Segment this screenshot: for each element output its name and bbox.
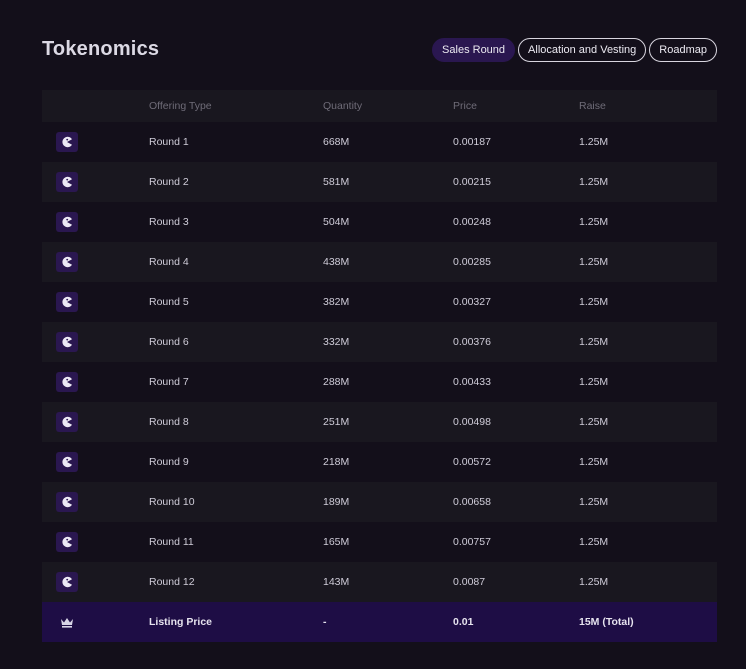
row-raise: 1.25M — [579, 336, 609, 348]
row-quantity: 189M — [323, 496, 350, 508]
row-offering-type: Round 10 — [149, 496, 195, 508]
row-offering-type: Round 1 — [149, 136, 189, 148]
table-row: Round 10 189M 0.00658 1.25M — [42, 482, 717, 522]
row-raise: 1.25M — [579, 536, 609, 548]
row-quantity: 504M — [323, 216, 350, 228]
pie-chart-icon — [56, 212, 78, 232]
table-row: Round 3 504M 0.00248 1.25M — [42, 202, 717, 242]
row-raise: 1.25M — [579, 216, 609, 228]
table-body: Round 1 668M 0.00187 1.25M Round 2 581M 0.0021… — [42, 122, 717, 602]
row-raise: 1.25M — [579, 416, 609, 428]
pie-chart-icon — [56, 492, 78, 512]
section-tabs: Sales Round Allocation and Vesting Roadm… — [432, 38, 717, 62]
header-quantity: Quantity — [323, 100, 363, 112]
row-quantity: 332M — [323, 336, 350, 348]
row-price: 0.00572 — [453, 456, 491, 468]
table-row: Round 11 165M 0.00757 1.25M — [42, 522, 717, 562]
header-price: Price — [453, 100, 477, 112]
row-quantity: 165M — [323, 536, 350, 548]
row-price: 0.00658 — [453, 496, 491, 508]
table-row: Round 8 251M 0.00498 1.25M — [42, 402, 717, 442]
table-row: Round 5 382M 0.00327 1.25M — [42, 282, 717, 322]
row-raise: 1.25M — [579, 296, 609, 308]
row-offering-type: Round 9 — [149, 456, 189, 468]
pie-chart-icon — [56, 452, 78, 472]
row-price: 0.0087 — [453, 576, 486, 588]
pie-chart-icon — [56, 532, 78, 552]
total-type: Listing Price — [149, 616, 213, 628]
pie-chart-icon — [56, 412, 78, 432]
row-offering-type: Round 6 — [149, 336, 189, 348]
listing-price-row: Listing Price - 0.01 15M (Total) — [42, 602, 717, 642]
table-row: Round 7 288M 0.00433 1.25M — [42, 362, 717, 402]
row-offering-type: Round 3 — [149, 216, 189, 228]
row-price: 0.00327 — [453, 296, 491, 308]
row-price: 0.00376 — [453, 336, 491, 348]
total-price: 0.01 — [453, 616, 474, 628]
row-offering-type: Round 5 — [149, 296, 189, 308]
pie-chart-icon — [56, 572, 78, 592]
header-offering-type: Offering Type — [149, 100, 212, 112]
page-title: Tokenomics — [42, 38, 160, 60]
row-price: 0.00187 — [453, 136, 491, 148]
row-offering-type: Round 11 — [149, 536, 194, 548]
pie-chart-icon — [56, 372, 78, 392]
row-price: 0.00498 — [453, 416, 491, 428]
row-quantity: 288M — [323, 376, 350, 388]
header-raise: Raise — [579, 100, 606, 112]
row-price: 0.00248 — [453, 216, 491, 228]
pie-chart-icon — [56, 292, 78, 312]
total-quantity: - — [323, 616, 327, 628]
row-price: 0.00285 — [453, 256, 491, 268]
row-raise: 1.25M — [579, 256, 609, 268]
tab-roadmap[interactable]: Roadmap — [649, 38, 717, 62]
pie-chart-icon — [56, 132, 78, 152]
row-offering-type: Round 12 — [149, 576, 195, 588]
table-row: Round 1 668M 0.00187 1.25M — [42, 122, 717, 162]
row-quantity: 668M — [323, 136, 350, 148]
table-header-row: Offering Type Quantity Price Raise — [42, 90, 717, 122]
row-quantity: 438M — [323, 256, 350, 268]
table-row: Round 4 438M 0.00285 1.25M — [42, 242, 717, 282]
row-quantity: 251M — [323, 416, 350, 428]
row-quantity: 143M — [323, 576, 350, 588]
row-raise: 1.25M — [579, 176, 609, 188]
row-quantity: 218M — [323, 456, 350, 468]
tab-sales-round[interactable]: Sales Round — [432, 38, 516, 62]
row-price: 0.00757 — [453, 536, 491, 548]
row-quantity: 581M — [323, 176, 350, 188]
pie-chart-icon — [56, 172, 78, 192]
row-price: 0.00215 — [453, 176, 491, 188]
pie-chart-icon — [56, 332, 78, 352]
row-price: 0.00433 — [453, 376, 491, 388]
row-raise: 1.25M — [579, 376, 609, 388]
total-raise: 15M (Total) — [579, 616, 634, 628]
row-raise: 1.25M — [579, 576, 609, 588]
row-raise: 1.25M — [579, 136, 609, 148]
row-raise: 1.25M — [579, 496, 609, 508]
row-offering-type: Round 2 — [149, 176, 189, 188]
row-offering-type: Round 8 — [149, 416, 189, 428]
crown-icon — [59, 615, 75, 629]
tokenomics-header: Tokenomics Sales Round Allocation and Ve… — [42, 36, 717, 68]
pie-chart-icon — [56, 252, 78, 272]
tab-allocation-and-vesting[interactable]: Allocation and Vesting — [518, 38, 647, 62]
row-quantity: 382M — [323, 296, 350, 308]
table-row: Round 9 218M 0.00572 1.25M — [42, 442, 717, 482]
row-offering-type: Round 7 — [149, 376, 189, 388]
table-row: Round 6 332M 0.00376 1.25M — [42, 322, 717, 362]
row-raise: 1.25M — [579, 456, 609, 468]
row-offering-type: Round 4 — [149, 256, 189, 268]
table-row: Round 12 143M 0.0087 1.25M — [42, 562, 717, 602]
sales-round-table: Offering Type Quantity Price Raise Round… — [42, 90, 717, 642]
table-row: Round 2 581M 0.00215 1.25M — [42, 162, 717, 202]
